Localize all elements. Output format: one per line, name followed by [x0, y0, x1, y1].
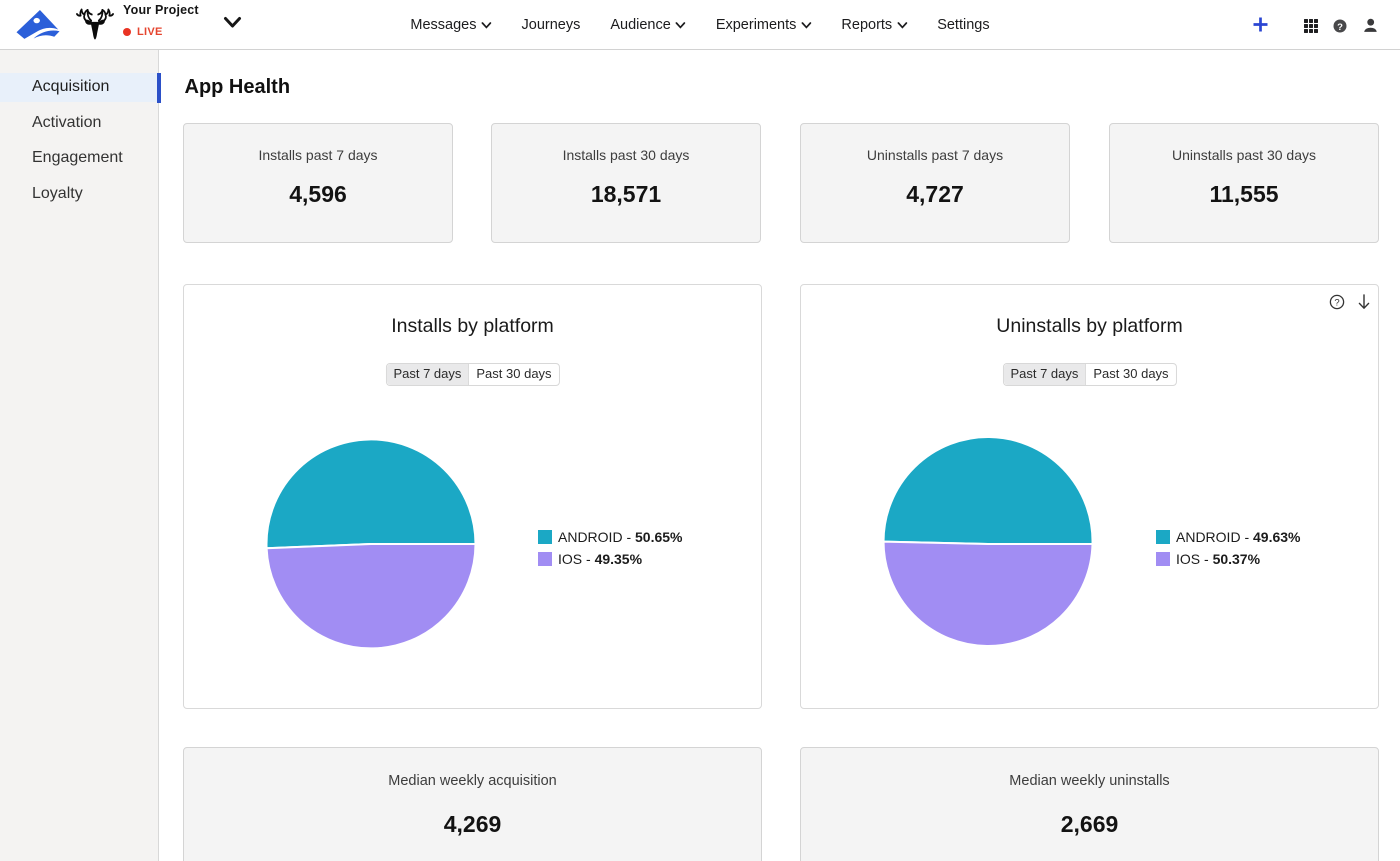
svg-text:?: ?: [1334, 298, 1339, 309]
svg-text:?: ?: [1337, 22, 1343, 33]
